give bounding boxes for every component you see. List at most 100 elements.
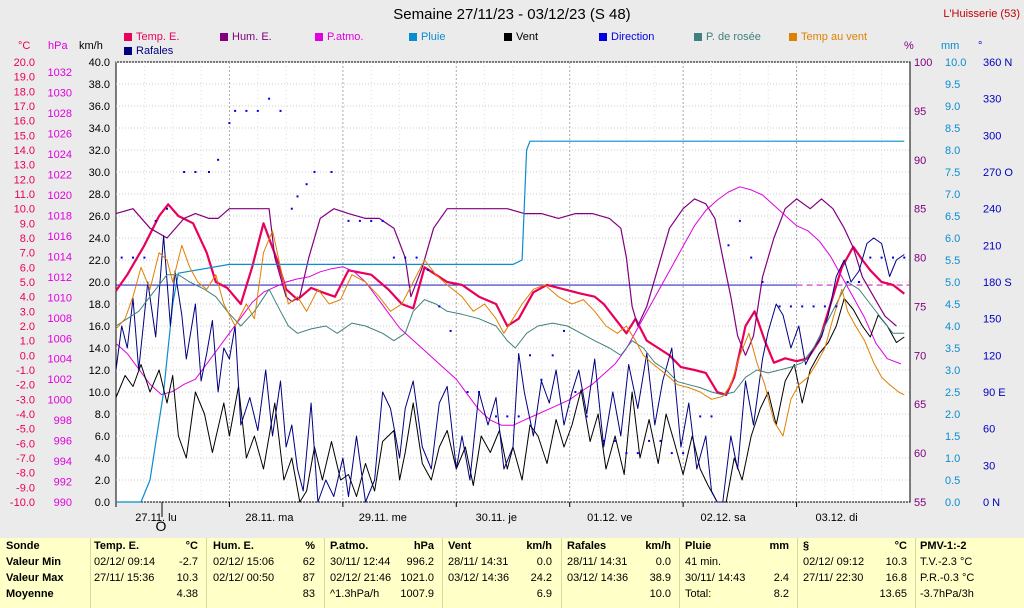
stats-temp-avg-value: 4.38 (176, 588, 198, 600)
stats-col-dew: § °C 02/12/ 09:12 10.3 27/11/ 22:30 16.8 13… (803, 538, 911, 608)
wind-axis-tick: 26.0 (89, 211, 110, 223)
direction-point (761, 281, 764, 283)
pressure-axis-tick: 1014 (48, 251, 72, 263)
stats-hum-max-date: 02/12/ 00:50 (213, 572, 275, 584)
pressure-axis-tick: 1028 (48, 108, 72, 120)
stats-pmv-pr: P.R.-0.3 °C (920, 572, 975, 584)
direction-point (778, 305, 781, 308)
temp-axis-tick: 0.0 (20, 350, 35, 362)
unit-hum: % (904, 40, 914, 52)
stats-temp-min-value: -2.7 (179, 556, 198, 568)
direction-point (750, 256, 753, 259)
wind-axis-tick: 10.0 (89, 387, 110, 399)
temp-axis-tick: -6.0 (16, 438, 35, 450)
humidity-axis-tick: 80 (914, 253, 926, 265)
series-line (116, 140, 905, 503)
pressure-axis-tick: 1010 (48, 292, 72, 304)
legend-press: P.atmo. (315, 31, 364, 43)
stats-divider (915, 538, 916, 608)
wind-axis-tick: 14.0 (89, 343, 110, 355)
humidity-axis-tick: 85 (914, 204, 926, 216)
temp-axis-tick: 3.0 (20, 306, 35, 318)
direction-axis-tick: 330 (983, 94, 1001, 106)
direction-point (268, 97, 271, 100)
series-line (115, 274, 905, 396)
humidity-axis-tick: 100 (914, 57, 932, 69)
rain-axis-tick: 0.5 (945, 475, 960, 487)
legend-rain-label: Pluie (421, 31, 446, 43)
stats-hum-avg-value: 83 (302, 588, 315, 600)
rain-axis-tick: 8.5 (945, 123, 960, 135)
stats-col-sonde: Sonde Valeur Min Valeur Max Moyenne (6, 538, 88, 608)
wind-axis-tick: 40.0 (89, 57, 110, 69)
wind-axis-tick: 38.0 (89, 79, 110, 91)
stats-rain-total: Total: 8.2 (685, 586, 793, 602)
series-line (115, 203, 905, 396)
rain-axis-tick: 5.0 (945, 277, 960, 289)
direction-point (858, 281, 860, 283)
rain-axis-tick: 1.0 (945, 453, 960, 465)
stats-col-hum: Hum. E.% 02/12/ 15:06 62 02/12/ 00:50 87 8… (213, 538, 319, 608)
temp-axis-tick: -3.0 (16, 394, 35, 406)
direction-point (166, 207, 168, 210)
stats-press-header: P.atmo. hPa (330, 538, 438, 554)
stats-divider (797, 538, 798, 608)
direction-axis-tick: 210 (983, 240, 1001, 252)
day-label: 02.12. sa (701, 512, 747, 524)
direction-point (370, 219, 373, 222)
legend-windchill-label: Temp au vent (801, 31, 868, 43)
stats-press-avg: ^1.3hPa/h 1007.9 (330, 586, 438, 602)
temp-axis-tick: 8.0 (20, 233, 35, 245)
legend-press-swatch (315, 33, 323, 41)
stats-dew-unit: °C (894, 540, 907, 552)
pressure-axis-tick: 1032 (48, 67, 72, 79)
direction-axis-tick: 120 (983, 350, 1001, 362)
stats-rain-total-value: 8.2 (773, 588, 789, 600)
stats-gust-min-date: 28/11/ 14:31 (567, 556, 628, 568)
stats-wind-header: Vent km/h (448, 538, 556, 554)
direction-point (305, 183, 308, 186)
stats-press-min-value: 996.2 (406, 556, 434, 568)
pressure-axis-tick: 1020 (48, 190, 72, 202)
stats-col-temp: Temp. E. °C 02/12/ 09:14 -2.7 27/11/ 15:36… (94, 538, 202, 608)
stats-gust-min: 28/11/ 14:31 0.0 (567, 554, 675, 570)
marker-label: O (156, 518, 167, 534)
temp-axis-tick: -10.0 (10, 497, 35, 509)
day-label: 29.11. me (359, 512, 407, 524)
direction-point (789, 305, 792, 308)
stats-wind-avg: 6.9 (448, 586, 556, 602)
stats-wind-unit: km/h (526, 540, 552, 552)
wind-axis-tick: 0.0 (95, 497, 110, 509)
stats-col-pmv: PMV-1:-2 T.V.-2.3 °C P.R.-0.3 °C -3.7hPa… (920, 538, 1020, 608)
stats-wind-max-value: 24.2 (530, 572, 552, 584)
temp-axis-tick: -5.0 (16, 424, 35, 436)
legend-gust: Rafales (124, 45, 173, 57)
stats-divider (679, 538, 680, 608)
stats-press-title: P.atmo. (330, 540, 369, 552)
temp-axis-tick: 16.0 (14, 116, 35, 128)
rain-axis-tick: 3.0 (945, 365, 960, 377)
humidity-axis-tick: 60 (914, 448, 926, 460)
rain-axis-tick: 0.0 (945, 497, 960, 509)
stats-dew-avg-value: 13.65 (879, 588, 907, 600)
direction-point (426, 268, 429, 271)
direction-point (154, 219, 157, 222)
stats-rain-title: Pluie (685, 540, 712, 552)
legend-press-label: P.atmo. (327, 31, 364, 43)
pressure-axis-tick: 1000 (48, 395, 72, 407)
series-line (115, 230, 905, 437)
rain-axis-tick: 2.5 (945, 387, 960, 399)
temp-axis-tick: 4.0 (20, 292, 35, 304)
stats-dew-title: § (803, 540, 810, 552)
stats-rain-row1: 41 min. (685, 554, 793, 570)
direction-axis-tick: 270 O (983, 167, 1013, 179)
wind-axis-tick: 34.0 (89, 123, 110, 135)
stats-temp-title: Temp. E. (94, 540, 140, 552)
chart-title: Semaine 27/11/23 - 03/12/23 (S 48) (393, 6, 631, 23)
unit-temp: °C (18, 40, 31, 52)
direction-point (846, 281, 849, 283)
temp-axis-tick: 11.0 (14, 189, 35, 201)
direction-point (699, 415, 702, 418)
stats-rain-duration: 41 min. (685, 556, 722, 568)
wind-axis-tick: 16.0 (89, 321, 110, 333)
